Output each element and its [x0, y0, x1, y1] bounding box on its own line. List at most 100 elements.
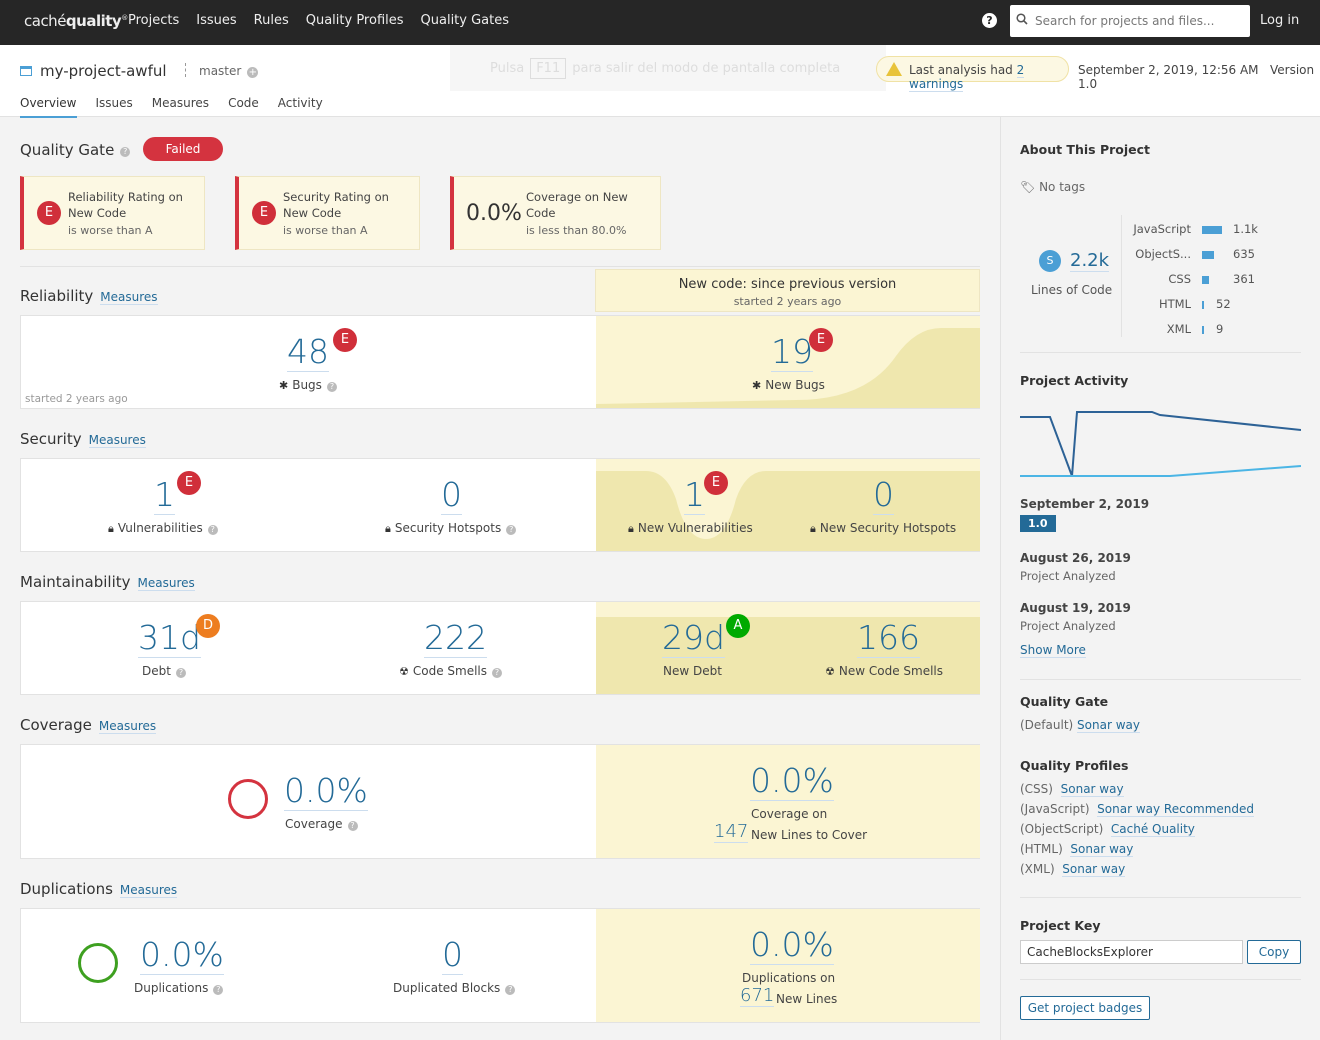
new-bugs-value[interactable]: 19 — [771, 332, 813, 372]
copy-button[interactable]: Copy — [1247, 940, 1301, 964]
tab-issues[interactable]: Issues — [95, 96, 133, 110]
get-badges-button[interactable]: Get project badges — [1020, 996, 1150, 1020]
help-icon[interactable]: ? — [347, 821, 358, 831]
login-link[interactable]: Log in — [1260, 13, 1300, 28]
maintainability-card: 31d D Debt? 222 ☢︎ Code Smells? 29d A New… — [20, 601, 980, 695]
quality-profile-link[interactable]: Sonar way — [1060, 782, 1124, 797]
rating-badge[interactable]: E — [177, 471, 201, 495]
duplications-value[interactable]: 0.0% — [140, 935, 224, 975]
help-icon[interactable]: ? — [505, 985, 516, 995]
duplicated-blocks-value[interactable]: 0 — [442, 935, 463, 975]
new-debt-value[interactable]: 29d — [662, 618, 725, 658]
search-input[interactable]: Search for projects and files... — [1010, 5, 1250, 37]
condition-coverage[interactable]: 0.0% Coverage on New Code is less than 8… — [450, 176, 661, 250]
duplications-measures-link[interactable]: Measures — [119, 883, 178, 898]
help-icon[interactable]: ? — [213, 985, 224, 995]
rating-badge[interactable]: E — [704, 471, 728, 495]
rating-badge: E — [252, 201, 276, 225]
hotspots-value[interactable]: 0 — [441, 475, 462, 515]
vulnerabilities-value[interactable]: 1 — [154, 475, 175, 515]
show-more-link[interactable]: Show More — [1020, 643, 1301, 658]
new-code-period: New code: since previous version started… — [595, 269, 980, 312]
debt-value[interactable]: 31d — [138, 618, 201, 658]
condition-sub: is less than 80.0% — [526, 224, 627, 237]
new-duplications-value[interactable]: 0.0% — [750, 925, 834, 965]
new-maintainability-sparkline — [596, 617, 980, 694]
logo[interactable]: cachéquality® — [24, 12, 128, 30]
tags-text: No tags — [1039, 180, 1086, 194]
duplicated-blocks-label: Duplicated Blocks? — [393, 981, 516, 995]
about-title: About This Project — [1020, 142, 1150, 157]
new-vulnerabilities-value[interactable]: 1 — [684, 475, 705, 515]
coverage-measures-link[interactable]: Measures — [98, 719, 157, 734]
condition-reliability[interactable]: E Reliability Rating on New Code is wors… — [20, 176, 205, 250]
new-lines-to-cover-value-text: 147 — [714, 821, 749, 843]
rating-badge[interactable]: E — [333, 328, 357, 352]
tab-measures[interactable]: Measures — [151, 96, 210, 110]
new-lines-value[interactable]: 671 — [740, 985, 775, 1007]
quality-profile-item: (ObjectScript) Caché Quality — [1020, 822, 1301, 837]
new-code-area: 0.0% Duplications on 671 New Lines — [596, 909, 980, 1022]
maintainability-title: Maintainability Measures — [20, 573, 195, 591]
tab-code[interactable]: Code — [228, 96, 259, 110]
divider — [1121, 215, 1122, 337]
new-hotspots-value[interactable]: 0 — [873, 475, 894, 515]
coverage-value[interactable]: 0.0% — [284, 771, 368, 811]
rating-badge[interactable]: E — [809, 328, 833, 352]
maintainability-measures-link[interactable]: Measures — [137, 576, 195, 591]
quality-profile-link[interactable]: Sonar way — [1062, 862, 1126, 877]
new-code-smells-value[interactable]: 166 — [857, 618, 920, 658]
analysis-date: September 2, 2019, 12:56 AM — [1078, 63, 1259, 77]
quality-gate-title: Quality Gate? — [20, 141, 131, 159]
help-icon[interactable]: ? — [175, 668, 186, 678]
duplications-label: Duplications? — [134, 981, 224, 995]
coverage-card: 0.0% Coverage? 0.0% Coverage on 147 New … — [20, 744, 980, 859]
new-coverage-value[interactable]: 0.0% — [750, 761, 834, 801]
bugs-value[interactable]: 48 — [287, 332, 329, 372]
logo-light: caché — [24, 12, 66, 30]
project-key-field[interactable]: CacheBlocksExplorer — [1020, 940, 1243, 964]
tab-overview[interactable]: Overview — [20, 96, 77, 118]
help-icon[interactable]: ? — [120, 147, 131, 157]
help-icon[interactable]: ? — [982, 13, 997, 28]
new-vulnerabilities-value-text: 1 — [684, 475, 705, 515]
condition-security[interactable]: E Security Rating on New Code is worse t… — [235, 176, 420, 250]
new-bugs-sparkline — [596, 328, 980, 408]
new-duplications-value-text: 0.0% — [750, 925, 834, 965]
project-title[interactable]: my-project-awful — [20, 62, 167, 80]
new-security-sparkline — [596, 471, 980, 551]
nav-projects[interactable]: Projects — [128, 13, 180, 28]
debt-label: Debt? — [142, 664, 186, 678]
vulnerabilities-label: 🔒︎ Vulnerabilities? — [108, 521, 218, 536]
new-lines-to-cover-value[interactable]: 147 — [714, 821, 749, 843]
reliability-measures-link[interactable]: Measures — [100, 290, 158, 305]
quality-gate-status-badge: Failed — [143, 137, 223, 161]
nav-quality-profiles[interactable]: Quality Profiles — [305, 13, 404, 28]
quality-profile-link[interactable]: Caché Quality — [1110, 822, 1195, 837]
vulnerabilities-value-text: 1 — [154, 475, 175, 515]
nav-quality-gates[interactable]: Quality Gates — [420, 13, 510, 28]
search-icon — [1016, 13, 1028, 25]
analysis-warning[interactable]: Last analysis had 2 warnings — [876, 56, 1069, 92]
nav-rules[interactable]: Rules — [253, 13, 289, 28]
tab-activity[interactable]: Activity — [277, 96, 323, 110]
branch-selector[interactable]: master + — [185, 63, 259, 78]
nav-issues[interactable]: Issues — [196, 13, 237, 28]
lines-of-code-label: Lines of Code — [1031, 283, 1113, 297]
quality-gate-link[interactable]: Sonar way — [1077, 718, 1140, 733]
security-measures-link[interactable]: Measures — [88, 433, 146, 448]
help-icon[interactable]: ? — [326, 382, 337, 392]
code-smells-value[interactable]: 222 — [424, 618, 487, 658]
lines-of-code-value[interactable]: 2.2k — [1070, 250, 1110, 272]
code-smells-value-text: 222 — [424, 618, 487, 658]
rating-badge[interactable]: A — [726, 614, 750, 638]
rating-badge[interactable]: D — [196, 614, 220, 638]
quality-profile-link[interactable]: Sonar way — [1070, 842, 1134, 857]
quality-profile-link[interactable]: Sonar way Recommended — [1097, 802, 1255, 817]
help-icon[interactable]: ? — [207, 525, 218, 535]
help-icon[interactable]: ? — [506, 525, 517, 535]
size-rating-badge: S — [1039, 250, 1061, 272]
tags[interactable]: 🏷︎ No tags — [1020, 180, 1301, 194]
help-icon[interactable]: ? — [492, 668, 503, 678]
warning-link[interactable]: 2 warnings — [909, 63, 1025, 92]
